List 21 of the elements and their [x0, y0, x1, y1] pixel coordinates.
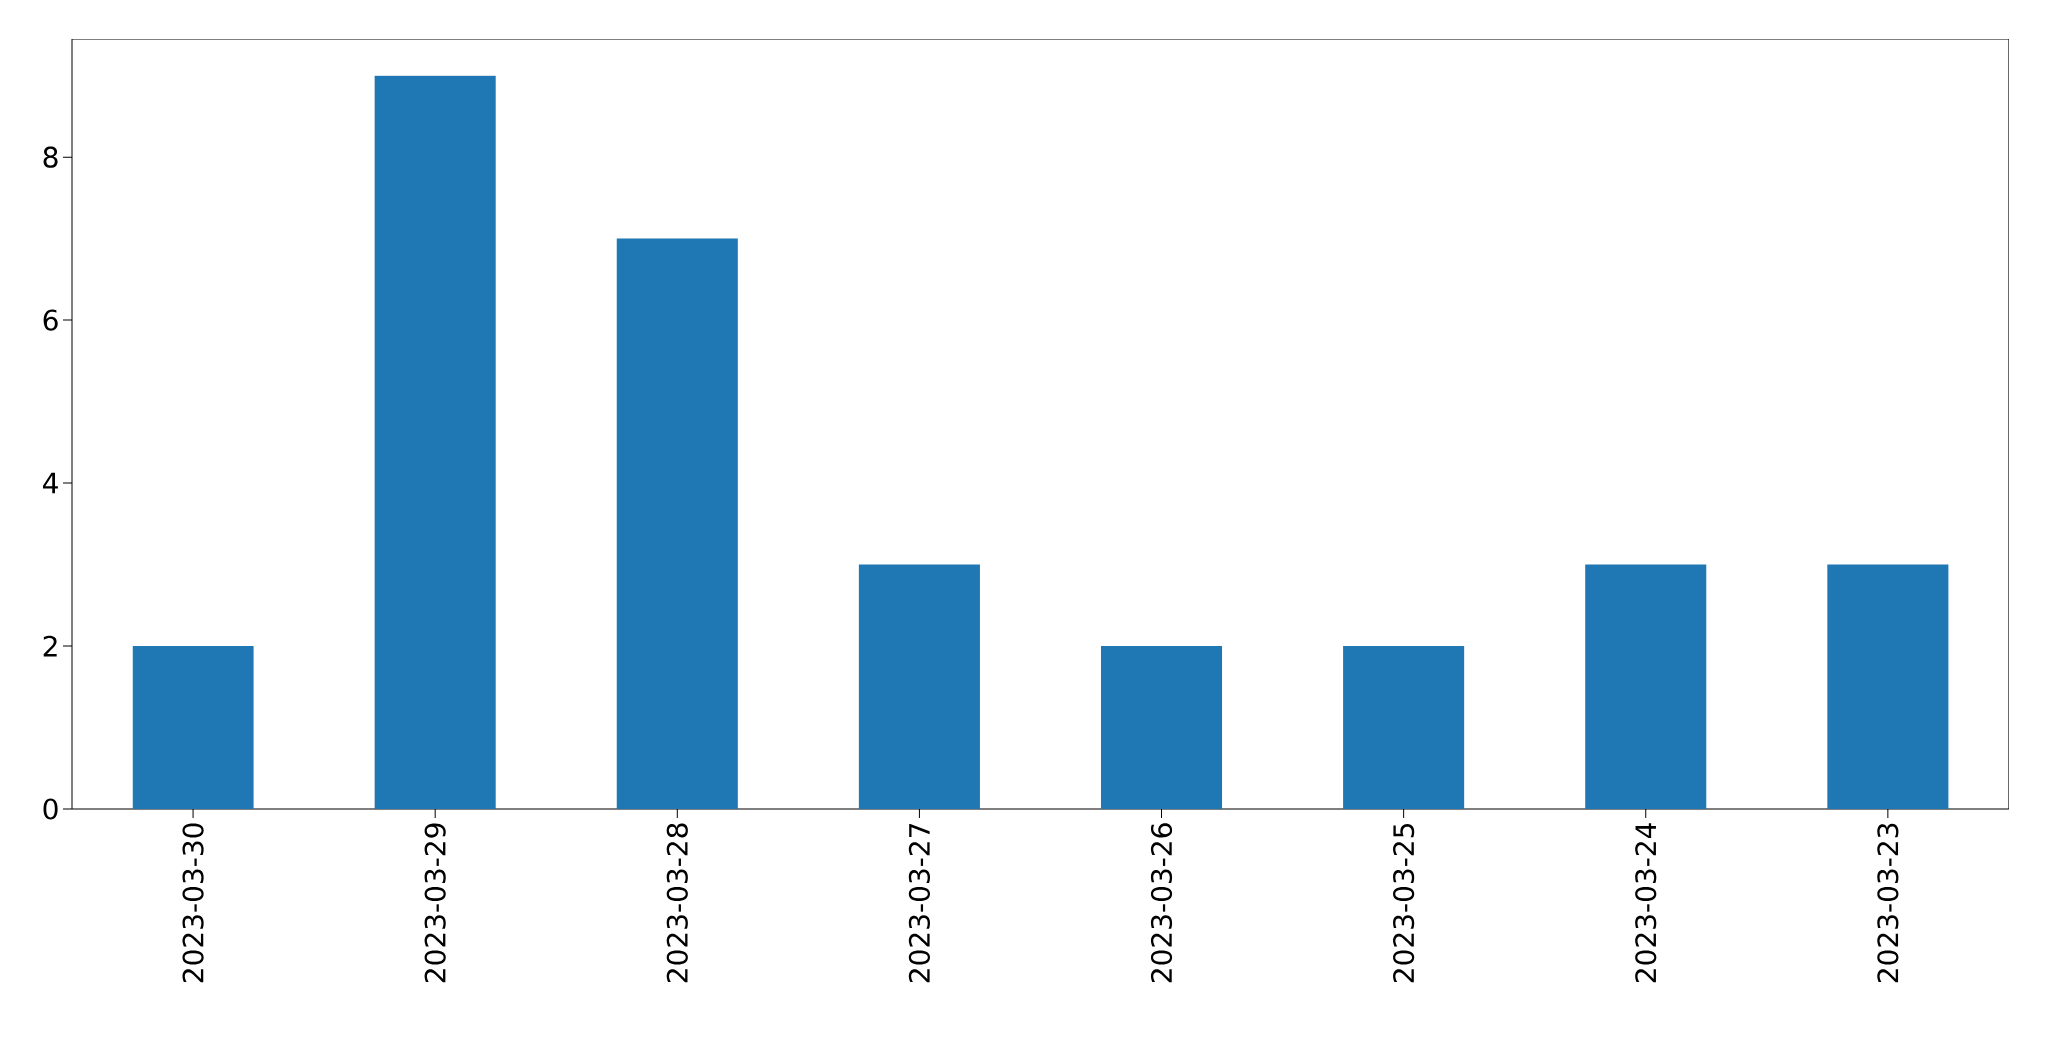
bar: [132, 646, 254, 809]
x-tick-label: 2023-03-28: [666, 823, 688, 983]
x-tick-label: 2023-03-23: [1877, 823, 1899, 983]
y-tick-label: 2: [43, 635, 57, 657]
y-tick-label: 0: [43, 798, 58, 820]
bar: [1585, 564, 1707, 809]
bar: [1827, 564, 1949, 809]
bar: [1343, 646, 1465, 809]
bar: [1100, 646, 1223, 809]
x-tick-label: 2023-03-25: [1393, 824, 1415, 983]
y-tick-label: 4: [43, 472, 58, 494]
y-tick-label: 8: [43, 146, 58, 168]
x-tick-label: 2023-03-24: [1635, 823, 1657, 983]
y-tick-label: 6: [43, 309, 58, 331]
bar: [374, 75, 496, 809]
x-tick-label: 2023-03-27: [908, 823, 930, 983]
bar: [616, 238, 738, 809]
bar: [858, 564, 980, 809]
x-tick-label: 2023-03-29: [424, 823, 446, 983]
x-tick-label: 2023-03-30: [182, 823, 204, 983]
x-tick-label: 2023-03-26: [1150, 823, 1173, 983]
